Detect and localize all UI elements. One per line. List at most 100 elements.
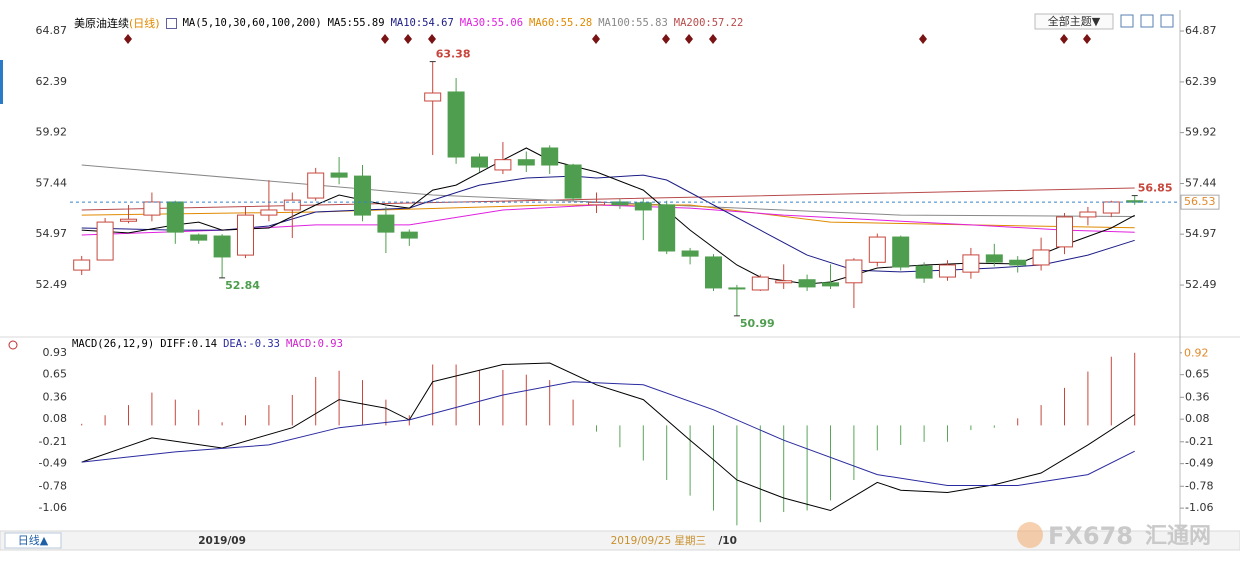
bottom-bar (0, 530, 1240, 551)
y-tick-label-right: -0.49 (1185, 457, 1213, 470)
legend-icon (165, 17, 177, 29)
watermark-logo (1017, 522, 1043, 548)
event-marker (428, 34, 436, 44)
candle-body (845, 259, 863, 284)
last-label-bg (1182, 347, 1218, 360)
candle-body (237, 214, 254, 256)
y-tick-label: 54.97 (36, 227, 68, 240)
cursor-label: 2019/09/25 星期三 (611, 535, 706, 547)
candle-body (541, 147, 559, 166)
last-price-label: 56.53 (1184, 195, 1216, 208)
event-marker (592, 34, 600, 44)
annotation: 56.85 (1138, 182, 1173, 195)
candle-body (73, 259, 91, 271)
candle-body (471, 156, 488, 168)
y-tick-label: 64.87 (36, 24, 68, 37)
y-tick-label-right: 57.44 (1185, 176, 1217, 189)
event-marker (1083, 34, 1091, 44)
candle-body (166, 201, 184, 233)
candle-body (822, 282, 839, 287)
theme-button[interactable] (1034, 13, 1114, 30)
symbol: 美原油连续 (74, 17, 129, 30)
annotation: 63.38 (436, 48, 471, 61)
side-marker (0, 60, 3, 104)
last-price-box (1180, 194, 1220, 210)
period-button-label[interactable]: 日线▲ (18, 533, 49, 547)
y-tick-label: -0.21 (39, 435, 67, 448)
tool-icon[interactable] (1120, 14, 1134, 28)
macd-line (81, 381, 1135, 486)
y-tick-label-right: -1.06 (1185, 501, 1213, 514)
y-tick-label: -0.78 (39, 479, 67, 492)
event-marker (685, 34, 693, 44)
indicator: MA(5,10,30,60,100,200) (182, 17, 322, 29)
ma-line (81, 164, 1135, 217)
candle-body (564, 164, 582, 199)
last-label: 0.92 (1184, 347, 1209, 360)
legend-entry: MA100:55.83 (598, 17, 668, 29)
candle-body (400, 231, 418, 239)
watermark-brand: FX678 (1048, 522, 1133, 550)
event-marker (919, 34, 927, 44)
candle-body (190, 234, 208, 241)
y-tick-label-right: 54.97 (1185, 227, 1217, 240)
theme-button-label[interactable]: 全部主题▼ (1048, 14, 1101, 28)
macd-title: MACD(26,12,9) (72, 338, 155, 350)
y-tick-label-right: 64.87 (1185, 24, 1217, 37)
candle-body (962, 254, 980, 273)
candle-body (213, 235, 231, 258)
legend-entry: MACD:0.93 (286, 338, 343, 350)
candle-body (96, 221, 114, 261)
legend-entry: DIFF:0.14 (160, 338, 218, 350)
y-tick-label: 59.92 (36, 126, 68, 139)
candle-body (985, 254, 1003, 263)
candle-body (588, 201, 605, 206)
y-tick-label-right: 62.39 (1185, 75, 1217, 88)
candle-body (143, 201, 161, 216)
candle-body (868, 236, 886, 263)
candle-body (892, 236, 910, 268)
watermark-name: 汇通网 (1145, 524, 1211, 549)
y-tick-label-right: 0.65 (1185, 368, 1210, 381)
candle-body (283, 199, 301, 211)
period: (日线) (129, 17, 160, 30)
macd-line (81, 362, 1135, 512)
event-marker (709, 34, 717, 44)
candle-body (330, 172, 348, 178)
legend-entry: DEA:-0.33 (223, 338, 280, 350)
candle-body (939, 264, 956, 278)
x-tick-label: 2019/09 (198, 535, 246, 547)
legend-entry: MA200:57.22 (673, 17, 744, 29)
candle-body (751, 276, 769, 291)
candle-body (728, 287, 746, 290)
y-tick-label-right: 52.49 (1185, 278, 1217, 291)
macd-legend: MACD(26,12,9) DIFF:0.14 DEA:-0.33 MACD:0… (72, 338, 343, 350)
legend-entry: MA10:54.67 (390, 17, 454, 29)
ma-line (81, 187, 1135, 211)
candle-body (798, 279, 816, 288)
candle-body (1056, 216, 1073, 248)
period-button[interactable] (4, 532, 62, 549)
candle-body (424, 92, 442, 102)
tool-icon[interactable] (1160, 14, 1174, 28)
candle-body (1102, 201, 1120, 214)
candle-body (377, 214, 395, 233)
annotation: 50.99 (740, 317, 775, 330)
y-tick-label: -1.06 (39, 501, 67, 514)
y-tick-label: 0.65 (43, 368, 68, 381)
candle-body (517, 159, 535, 166)
tool-icon[interactable] (1140, 14, 1154, 28)
y-tick-label: 62.39 (36, 75, 68, 88)
y-tick-label-right: 0.08 (1185, 412, 1210, 425)
y-tick-label: -0.49 (39, 457, 67, 470)
candle-body (1009, 259, 1027, 266)
macd-icon (8, 340, 18, 350)
legend-entry: MA60:55.28 (529, 17, 593, 29)
candle-body (681, 250, 699, 257)
candle-body (658, 204, 676, 252)
candle-body (1032, 249, 1050, 266)
legend-entry: MA30:55.06 (459, 17, 524, 29)
candle-body (307, 172, 325, 199)
